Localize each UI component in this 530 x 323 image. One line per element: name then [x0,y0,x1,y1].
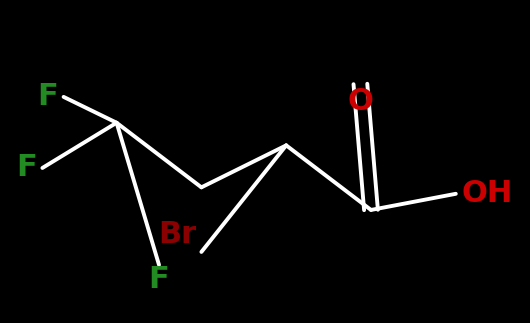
Text: F: F [148,265,170,294]
Text: F: F [16,153,37,182]
Text: OH: OH [461,179,513,208]
Text: O: O [348,87,373,116]
Text: Br: Br [158,220,196,249]
Text: F: F [38,82,58,111]
